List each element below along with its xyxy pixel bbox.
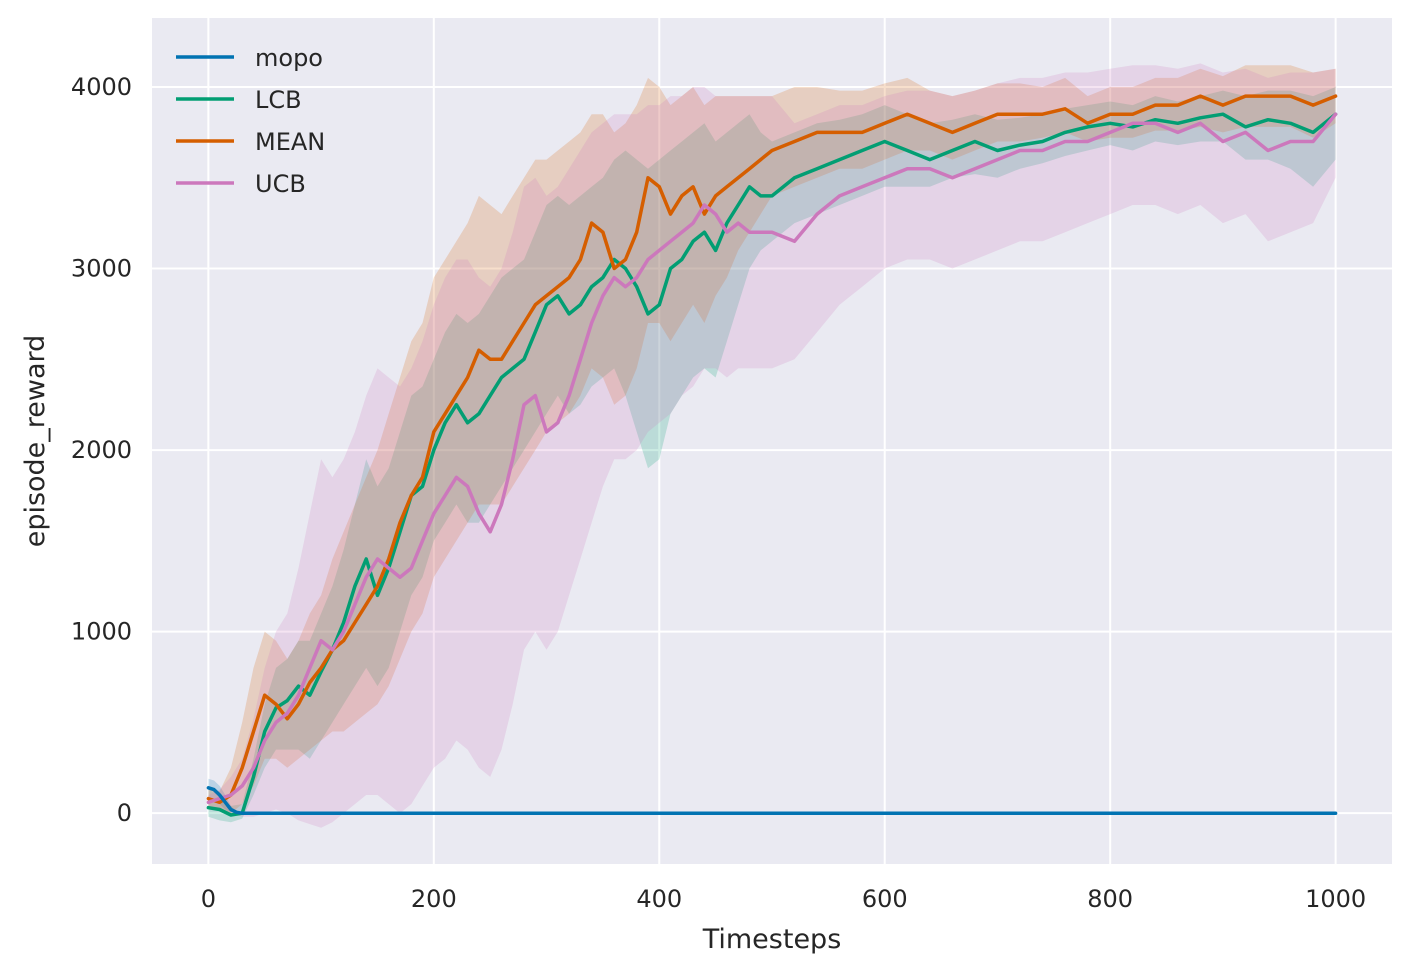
y-tick-label: 3000 — [71, 255, 132, 283]
x-axis-label: Timesteps — [702, 924, 842, 955]
y-tick-labels: 0 1000 2000 3000 4000 — [71, 73, 132, 827]
x-tick-label: 200 — [411, 885, 457, 913]
confidence-band-mean — [208, 65, 1336, 814]
legend-label-ucb: UCB — [255, 170, 306, 198]
x-tick-label: 0 — [201, 885, 216, 913]
series-line-mopo — [206, 786, 1338, 815]
y-tick-label: 1000 — [71, 618, 132, 646]
plot-background — [152, 18, 1392, 864]
series-line-lcb — [206, 112, 1338, 817]
y-axis-label: episode_reward — [20, 335, 51, 548]
grid-lines — [152, 18, 1392, 864]
legend-label-mopo: mopo — [255, 44, 323, 72]
confidence-band-ucb — [208, 63, 1336, 828]
y-tick-label: 0 — [117, 799, 132, 827]
x-tick-label: 800 — [1087, 885, 1133, 913]
legend-item-mean: MEAN — [176, 128, 325, 156]
series-line-ucb — [206, 112, 1338, 805]
x-tick-label: 400 — [636, 885, 682, 913]
legend-label-mean: MEAN — [255, 128, 325, 156]
legend-label-lcb: LCB — [255, 86, 302, 114]
series-line-mean — [206, 94, 1338, 805]
legend-item-ucb: UCB — [176, 170, 306, 198]
legend-item-mopo: mopo — [176, 44, 323, 72]
x-tick-labels: 0 200 400 600 800 1000 — [201, 885, 1366, 913]
y-tick-label: 4000 — [71, 73, 132, 101]
legend-item-lcb: LCB — [176, 86, 302, 114]
x-tick-label: 600 — [862, 885, 908, 913]
x-tick-label: 1000 — [1305, 885, 1366, 913]
y-tick-label: 2000 — [71, 436, 132, 464]
series-lines — [206, 94, 1338, 817]
legend: mopo LCB MEAN UCB — [176, 44, 325, 198]
